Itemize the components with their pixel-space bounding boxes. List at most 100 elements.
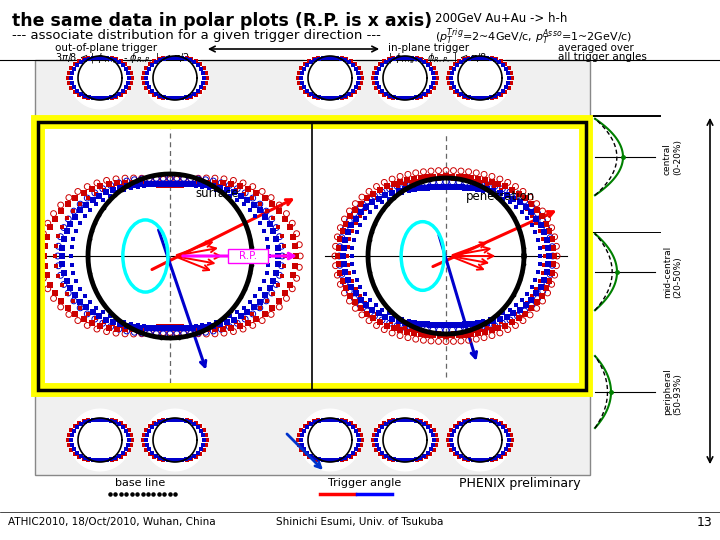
Point <box>503 190 514 198</box>
Point <box>464 185 476 193</box>
Point <box>294 263 305 272</box>
Point <box>466 330 477 339</box>
Point <box>386 188 397 197</box>
Point <box>200 430 212 439</box>
Point <box>531 285 542 293</box>
Point <box>449 83 460 92</box>
Point <box>188 324 199 333</box>
Point <box>261 207 272 215</box>
Point <box>355 79 366 88</box>
Point <box>501 312 513 321</box>
Point <box>449 445 460 454</box>
Point <box>152 181 163 190</box>
Point <box>164 334 176 342</box>
Point <box>153 179 164 188</box>
Point <box>156 333 167 342</box>
Point <box>418 167 429 176</box>
Point <box>495 56 506 65</box>
Point <box>531 205 542 214</box>
Point <box>494 188 505 197</box>
Point <box>105 416 117 425</box>
Point <box>474 178 486 187</box>
Point <box>147 180 158 188</box>
Point <box>113 179 125 187</box>
Point <box>440 172 451 181</box>
Point <box>82 309 94 318</box>
Point <box>478 416 490 424</box>
Point <box>478 415 490 424</box>
Point <box>82 194 94 203</box>
Point <box>449 329 460 338</box>
Point <box>497 185 508 193</box>
Point <box>69 88 81 97</box>
Point <box>474 415 486 424</box>
Point <box>503 298 515 306</box>
Point <box>353 436 364 444</box>
Point <box>428 436 439 444</box>
Point <box>69 450 81 458</box>
Point <box>73 91 85 100</box>
Point <box>379 325 390 334</box>
Point <box>185 55 197 63</box>
Point <box>410 55 422 63</box>
Point <box>541 235 553 244</box>
Point <box>113 90 125 98</box>
Point <box>454 56 465 65</box>
Text: Trigger angle: Trigger angle <box>328 478 402 488</box>
Point <box>395 177 406 186</box>
Point <box>486 456 498 464</box>
Point <box>531 304 542 313</box>
Point <box>154 418 166 427</box>
Point <box>125 441 137 450</box>
Point <box>207 322 219 330</box>
Point <box>336 53 347 62</box>
Point <box>463 456 474 464</box>
Point <box>207 182 219 191</box>
Point <box>297 69 308 77</box>
Point <box>263 243 274 252</box>
Point <box>451 449 463 457</box>
Point <box>205 323 217 332</box>
Point <box>449 174 460 183</box>
Text: all trigger angles: all trigger angles <box>558 52 647 62</box>
Point <box>486 331 498 340</box>
Point <box>393 317 405 326</box>
Point <box>248 200 260 209</box>
Point <box>352 69 364 77</box>
Point <box>194 421 206 430</box>
Point <box>474 94 486 103</box>
Point <box>228 188 240 197</box>
Point <box>158 329 169 338</box>
Point <box>459 418 471 427</box>
Point <box>190 322 202 330</box>
Point <box>84 416 95 425</box>
Point <box>416 185 428 193</box>
Point <box>204 320 215 328</box>
Point <box>50 242 62 251</box>
Point <box>105 93 117 102</box>
Point <box>343 90 355 98</box>
Point <box>516 208 528 217</box>
Point <box>406 416 418 425</box>
Point <box>164 181 176 190</box>
Point <box>58 280 70 289</box>
Point <box>537 217 549 225</box>
Point <box>478 93 490 102</box>
Point <box>137 490 148 498</box>
Point <box>109 490 121 498</box>
Point <box>194 180 205 189</box>
Point <box>162 53 174 62</box>
Point <box>536 296 548 305</box>
Point <box>383 455 395 463</box>
Point <box>467 325 478 334</box>
Point <box>266 289 277 298</box>
Point <box>535 221 546 230</box>
Point <box>173 456 184 464</box>
Text: 13: 13 <box>696 516 712 529</box>
Point <box>454 178 465 186</box>
Point <box>113 452 125 461</box>
Point <box>459 330 471 339</box>
Point <box>146 422 158 431</box>
Point <box>422 422 433 431</box>
Point <box>39 242 50 251</box>
